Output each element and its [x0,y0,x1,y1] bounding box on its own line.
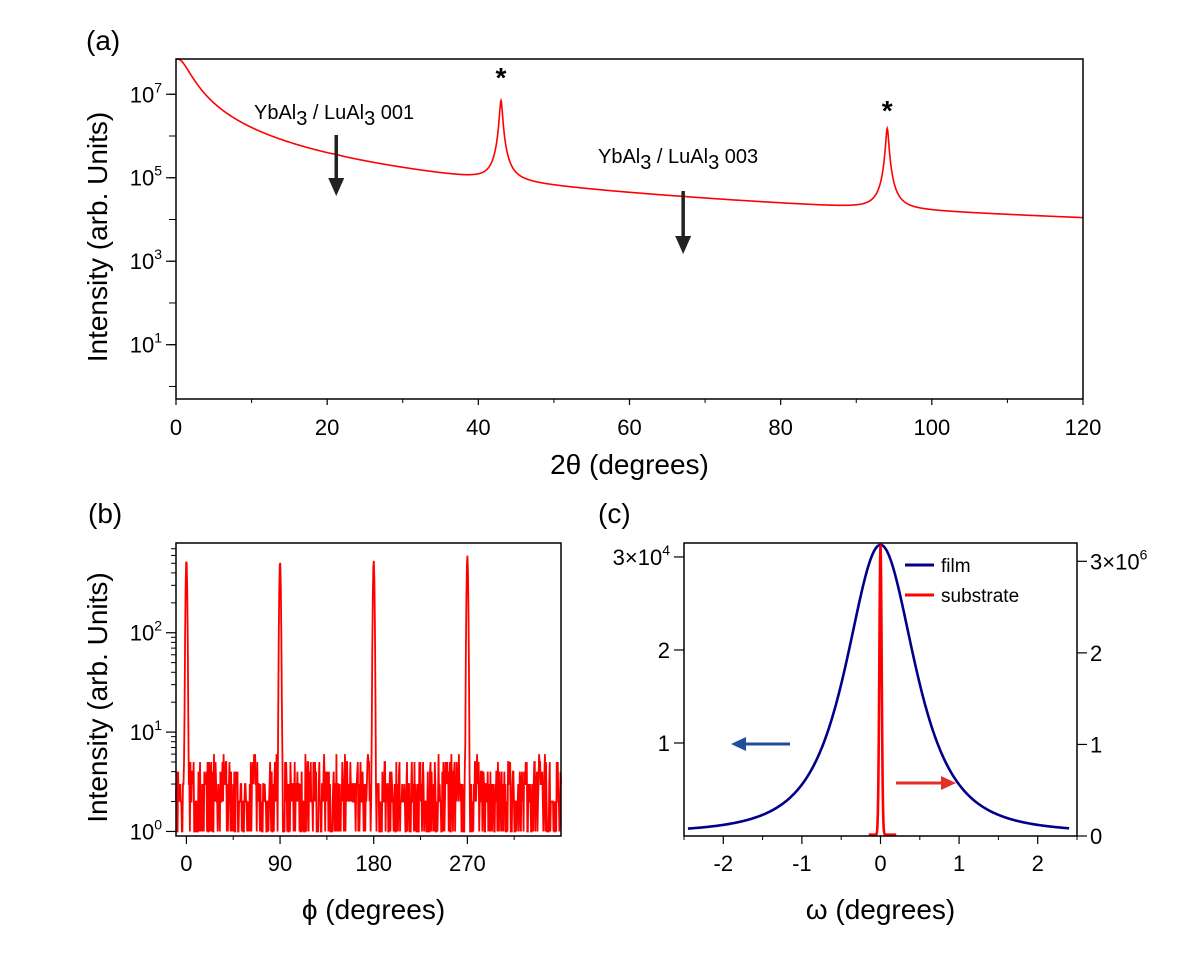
annotation-subscript: 3 [708,152,719,174]
left-axis-arrow-head [731,737,746,751]
y-tick-base: 2 [1090,641,1102,666]
y-tick-exp: 5 [154,163,162,179]
annotation-text: YbAl [254,102,296,124]
y-left-tick-label-c: 2 [658,638,670,663]
x-tick-label-a: 100 [913,415,950,440]
x-tick-label-c: 1 [953,851,965,876]
y-left-tick-label-c: 3×104 [613,542,671,570]
x-tick-label-a: 120 [1065,415,1102,440]
x-tick-label-a: 40 [466,415,490,440]
y-tick-exp: 0 [154,816,162,832]
y-right-tick-label-c: 0 [1090,824,1102,849]
y-tick-base: 3×10 [613,545,663,570]
y-tick-exp: 1 [154,717,162,733]
y-tick-exp: 3 [154,246,162,262]
y-tick-base: 2 [658,638,670,663]
y-tick-base: 10 [130,249,154,274]
panel-label-b: (b) [88,498,122,529]
x-axis-label-a: 2θ (degrees) [550,449,709,480]
y-tick-label-a: 103 [130,246,162,274]
right-axis-arrow-head [941,776,956,790]
y-tick-base: 10 [130,621,154,646]
y-tick-exp: 2 [154,618,162,634]
annotation-text: 001 [375,102,414,124]
x-tick-label-c: -1 [792,851,812,876]
x-tick-label-b: 270 [449,851,486,876]
y-tick-label-a: 101 [130,330,162,358]
annotation-arrow-head [675,236,692,254]
x-tick-label-b: 180 [355,851,392,876]
x-tick-label-a: 20 [315,415,339,440]
y-tick-base: 10 [130,819,154,844]
x-axis-label-c: ω (degrees) [806,894,955,925]
x-tick-label-a: 0 [170,415,182,440]
panel-label-c: (c) [598,498,631,529]
y-tick-base: 10 [130,720,154,745]
y-tick-label-a: 105 [130,163,162,191]
substrate-peak-marker: * [496,62,507,93]
series-substrate-trace [868,542,897,836]
legend-c: film substrate [905,556,1019,607]
y-tick-exp: 1 [154,330,162,346]
y-tick-base: 1 [658,731,670,756]
annotation-arrow-head [328,178,345,196]
y-tick-exp: 4 [662,542,670,558]
series-a-trace [175,58,1084,219]
annotation-text: / LuAl [651,146,708,168]
panel-label-a: (a) [86,25,120,56]
y-tick-base: 0 [1090,824,1102,849]
legend-label: film [941,556,971,577]
series-b-trace [175,555,562,833]
x-tick-label-a: 60 [617,415,641,440]
x-tick-label-c: 2 [1032,851,1044,876]
x-tick-label-b: 0 [180,851,192,876]
peak-annotation: YbAl3 / LuAl3 001 [254,102,414,130]
series-film-trace [687,543,1070,830]
y-tick-base: 1 [1090,732,1102,757]
peak-annotation: YbAl3 / LuAl3 003 [598,146,758,174]
y-axis-label-b: Intensity (arb. Units) [82,572,113,823]
x-tick-label-c: 0 [874,851,886,876]
y-tick-base: 10 [130,333,154,358]
x-tick-label-a: 80 [768,415,792,440]
annotation-text: 003 [719,146,758,168]
annotation-text: YbAl [598,146,640,168]
plot-frame-b [175,542,562,837]
y-axis-label-a: Intensity (arb. Units) [82,112,113,363]
y-tick-base: 3×10 [1090,549,1140,574]
annotation-text: / LuAl [307,102,364,124]
y-right-tick-label-c: 2 [1090,641,1102,666]
y-right-tick-label-c: 3×106 [1090,546,1148,574]
x-tick-label-b: 90 [268,851,292,876]
x-tick-label-c: -2 [714,851,734,876]
y-tick-label-b: 102 [130,618,162,646]
y-tick-label-b: 101 [130,717,162,745]
y-tick-exp: 7 [154,79,162,95]
substrate-peak-marker: * [882,95,893,126]
y-left-tick-label-c: 1 [658,731,670,756]
annotation-subscript: 3 [364,108,375,130]
x-axis-label-b: ϕ (degrees) [302,894,445,925]
y-right-tick-label-c: 1 [1090,732,1102,757]
y-tick-base: 10 [130,82,154,107]
y-tick-exp: 6 [1140,546,1148,562]
y-tick-label-b: 100 [130,816,162,844]
annotation-subscript: 3 [640,152,651,174]
legend-label: substrate [941,586,1019,607]
y-tick-label-a: 107 [130,79,162,107]
y-tick-base: 10 [130,166,154,191]
annotation-subscript: 3 [296,108,307,130]
